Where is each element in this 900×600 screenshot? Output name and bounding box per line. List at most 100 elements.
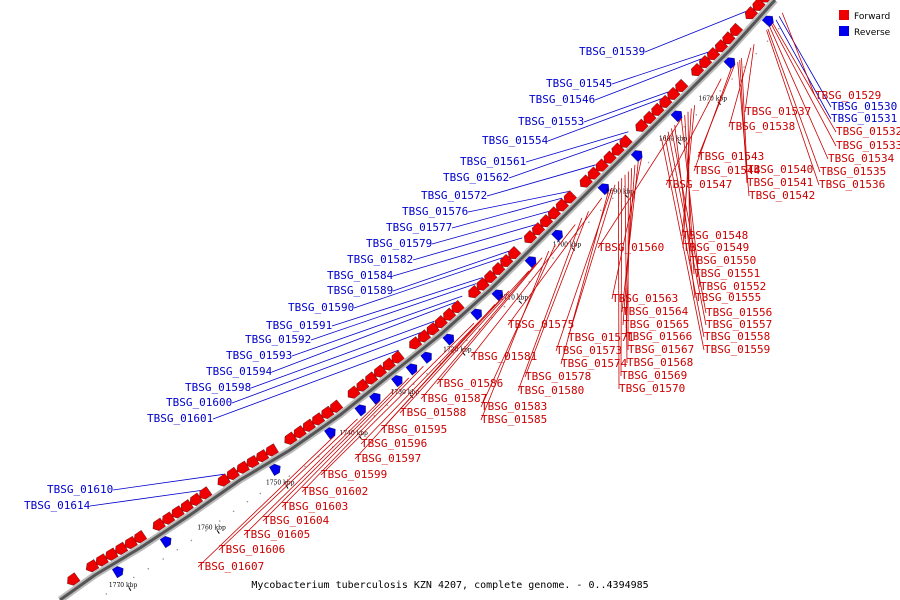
forward-feature-arrow <box>133 530 148 544</box>
forward-feature-arrow <box>563 190 577 204</box>
forward-feature-arrow <box>729 22 744 36</box>
forward-gene-label: TBSG_01602 <box>302 485 368 498</box>
forward-leader-line <box>480 250 550 421</box>
forward-feature-arrow <box>356 378 370 392</box>
forward-feature-arrow <box>539 214 554 228</box>
reverse-gene-label: TBSG_01598 <box>185 381 251 394</box>
forward-gene-label: TBSG_01586 <box>437 377 503 390</box>
reverse-leader-line <box>291 295 463 357</box>
forward-feature-arrow <box>189 492 204 506</box>
forward-gene-label: TBSG_01555 <box>695 291 761 304</box>
forward-gene-label: TBSG_01573 <box>556 344 622 357</box>
forward-gene-label: TBSG_01583 <box>481 400 547 413</box>
forward-gene-label: TBSG_01537 <box>745 105 811 118</box>
reverse-leader-line <box>89 490 201 507</box>
forward-feature-arrow <box>374 364 388 378</box>
track-dot <box>386 404 389 407</box>
track-dot <box>426 372 428 375</box>
tick-mark <box>285 484 289 489</box>
reverse-gene-label: TBSG_01561 <box>460 155 526 168</box>
reverse-feature-arrow <box>670 110 683 123</box>
reverse-gene-label: TBSG_01590 <box>288 301 354 314</box>
track-dot <box>611 197 614 200</box>
forward-feature-arrow <box>418 329 432 343</box>
forward-feature-arrow <box>603 150 617 164</box>
reverse-gene-label: TBSG_01610 <box>47 483 113 496</box>
forward-feature-arrow <box>500 253 514 268</box>
forward-leader-line <box>620 178 623 377</box>
forward-gene-label: TBSG_01597 <box>355 452 421 465</box>
forward-leader-line <box>560 191 609 365</box>
reverse-feature-arrow <box>391 375 403 388</box>
forward-feature-arrow <box>508 245 522 260</box>
forward-gene-label: TBSG_01557 <box>706 318 772 331</box>
forward-feature-arrow <box>752 0 766 11</box>
reverse-gene-label: TBSG_01591 <box>266 319 332 332</box>
reverse-leader-line <box>594 58 702 101</box>
legend-reverse-swatch <box>839 26 849 36</box>
forward-gene-label: TBSG_01541 <box>747 176 813 189</box>
reverse-gene-label: TBSG_01579 <box>366 237 432 250</box>
reverse-gene-label: TBSG_01594 <box>206 365 273 378</box>
reverse-feature-arrow <box>723 57 736 70</box>
forward-feature-arrow <box>95 553 109 567</box>
forward-gene-label: TBSG_01596 <box>361 437 427 450</box>
legend: Forward Reverse <box>839 10 891 38</box>
forward-leader-line <box>524 211 589 378</box>
forward-gene-label: TBSG_01568 <box>627 356 693 369</box>
forward-feature-arrow <box>675 78 689 93</box>
reverse-leader-line <box>583 91 669 123</box>
reverse-gene-label: TBSG_01600 <box>166 396 232 409</box>
tick-label: 1770 kbp <box>109 582 138 589</box>
forward-gene-label: TBSG_01587 <box>421 392 487 405</box>
reverse-leader-line <box>231 332 421 404</box>
forward-leader-line <box>741 58 748 171</box>
track-dot <box>755 52 758 55</box>
forward-feature-arrow <box>347 385 361 399</box>
reverse-leader-line <box>467 191 569 213</box>
reverse-feature-arrow <box>420 351 432 364</box>
forward-feature-arrow <box>302 418 316 432</box>
tick-label: 1690 kbp <box>606 188 635 195</box>
forward-leader-line <box>769 26 829 160</box>
reverse-leader-line <box>778 16 832 108</box>
forward-leader-line <box>671 128 707 314</box>
reverse-gene-label: TBSG_01530 <box>831 100 897 113</box>
forward-gene-label: TBSG_01543 <box>698 150 764 163</box>
tick-mark <box>571 247 576 251</box>
tick-mark <box>128 587 132 592</box>
forward-feature-arrow <box>293 425 307 439</box>
track-dot <box>259 492 262 495</box>
tick-mark <box>358 435 362 440</box>
forward-feature-arrow <box>659 94 673 108</box>
forward-leader-line <box>281 377 410 508</box>
forward-feature-arrow <box>532 222 546 236</box>
forward-leader-line <box>621 161 639 313</box>
forward-feature-arrow <box>468 284 482 299</box>
track-dot <box>246 500 249 503</box>
track-dot <box>647 161 650 164</box>
forward-gene-label: TBSG_01574 <box>561 357 628 370</box>
track-dot <box>778 27 780 30</box>
forward-gene-label: TBSG_01542 <box>749 189 815 202</box>
forward-leader-line <box>625 168 633 338</box>
reverse-gene-label: TBSG_01614 <box>24 499 91 512</box>
reverse-gene-label: TBSG_01545 <box>546 77 612 90</box>
reverse-leader-line <box>310 283 477 341</box>
forward-leader-line <box>555 187 613 352</box>
track-dot <box>304 465 306 468</box>
forward-feature-arrow <box>180 499 194 513</box>
forward-leader-line <box>766 30 820 186</box>
track-dot <box>576 233 578 235</box>
forward-leader-line <box>682 108 692 249</box>
forward-feature-arrow <box>217 473 231 487</box>
forward-leader-line <box>262 389 395 522</box>
tick-mark <box>216 529 220 534</box>
forward-leader-line <box>744 44 755 113</box>
forward-feature-arrow <box>152 517 166 531</box>
reverse-gene-label: TBSG_01562 <box>443 171 509 184</box>
reverse-feature-arrow <box>551 229 563 242</box>
track-dot <box>105 593 108 595</box>
forward-feature-arrow <box>246 454 260 468</box>
forward-leader-line <box>624 174 628 364</box>
